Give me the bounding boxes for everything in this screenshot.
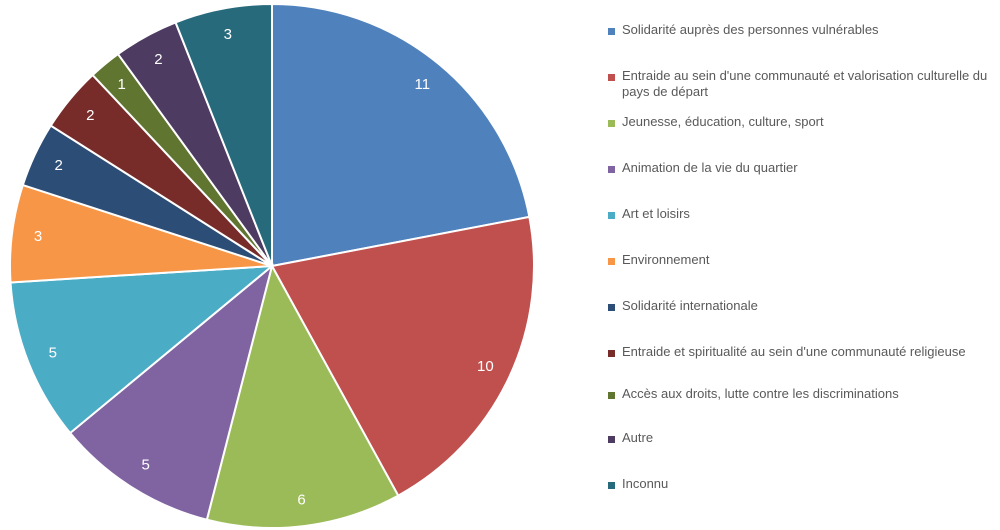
data-label-inconnu: 3 (224, 26, 232, 43)
legend-label: Environnement (622, 252, 710, 267)
legend-swatch (608, 212, 615, 219)
pie-slice-jeunesse-education-culture-sport (205, 263, 400, 529)
pie-slice-inconnu (174, 2, 273, 267)
legend-item-animation-de-la-vie-du-quartier: Animation de la vie du quartier (608, 160, 993, 176)
legend-swatch (608, 482, 615, 489)
legend-swatch (608, 120, 615, 127)
legend-label: Entraide au sein d'une communauté et val… (622, 68, 988, 99)
pie-chart: 11 10 6 5 5 3 2 2 1 2 3 (9, 2, 535, 529)
legend-label: Inconnu (622, 476, 669, 491)
legend-swatch (608, 436, 615, 443)
pie-slice-art-et-loisirs (9, 264, 276, 435)
legend-swatch (608, 166, 615, 173)
legend-item-autre: Autre (608, 430, 993, 446)
legend-swatch (608, 350, 615, 357)
legend-item-solidarite-aupres-des-personnes-vulnerables: Solidarité auprès des personnes vulnérab… (608, 22, 993, 38)
data-label-autre: 2 (154, 51, 162, 68)
data-label-environnement: 3 (34, 228, 42, 245)
pie-slice-animation-de-la-vie-du-quartier (68, 263, 274, 521)
legend-label: Accès aux droits, lutte contre les discr… (622, 386, 899, 401)
data-label-acces-aux-droits-lutte-contre-les-discriminations: 1 (118, 76, 126, 93)
data-label-entraide-et-spiritualite-au-sein-d-une-communaute-religieuse: 2 (86, 107, 94, 124)
legend-swatch (608, 74, 615, 81)
legend-item-jeunesse-education-culture-sport: Jeunesse, éducation, culture, sport (608, 114, 993, 130)
legend-label: Solidarité auprès des personnes vulnérab… (622, 22, 879, 37)
data-label-solidarite-internationale: 2 (54, 157, 62, 174)
legend-item-inconnu: Inconnu (608, 476, 993, 492)
legend-swatch (608, 28, 615, 35)
data-label-art-et-loisirs: 5 (49, 344, 57, 361)
legend-swatch (608, 392, 615, 399)
legend-swatch (608, 258, 615, 265)
data-label-entraide-au-sein-d-une-communaute-et-valorisation-culturelle-du-pays-de-depart: 10 (477, 358, 494, 375)
legend-item-art-et-loisirs: Art et loisirs (608, 206, 993, 222)
legend-swatch (608, 304, 615, 311)
legend-label: Entraide et spiritualité au sein d'une c… (622, 344, 966, 359)
data-label-animation-de-la-vie-du-quartier: 5 (141, 457, 149, 474)
legend-label: Autre (622, 430, 654, 445)
legend-item-entraide-et-spiritualite-au-sein-d-une-communaute-religieuse: Entraide et spiritualité au sein d'une c… (608, 344, 993, 360)
pie-slice-entraide-au-sein-d-une-communaute-et-valorisation-culturelle-du-pays-de-depart (270, 215, 535, 497)
legend-label: Solidarité internationale (622, 298, 758, 313)
legend-item-entraide-au-sein-d-une-communaute-et-valorisation-culturelle-du-pays-de-depart: Entraide au sein d'une communauté et val… (608, 68, 993, 100)
legend-item-solidarite-internationale: Solidarité internationale (608, 298, 993, 314)
legend-label: Art et loisirs (622, 206, 690, 221)
pie-slice-solidarite-aupres-des-personnes-vulnerables (271, 2, 531, 268)
legend-item-acces-aux-droits-lutte-contre-les-discriminations: Accès aux droits, lutte contre les discr… (608, 386, 993, 402)
data-label-solidarite-aupres-des-personnes-vulnerables: 11 (415, 76, 431, 93)
data-label-jeunesse-education-culture-sport: 6 (297, 491, 305, 508)
legend-item-environnement: Environnement (608, 252, 993, 268)
legend-label: Animation de la vie du quartier (622, 160, 798, 175)
legend-label: Jeunesse, éducation, culture, sport (622, 114, 824, 129)
